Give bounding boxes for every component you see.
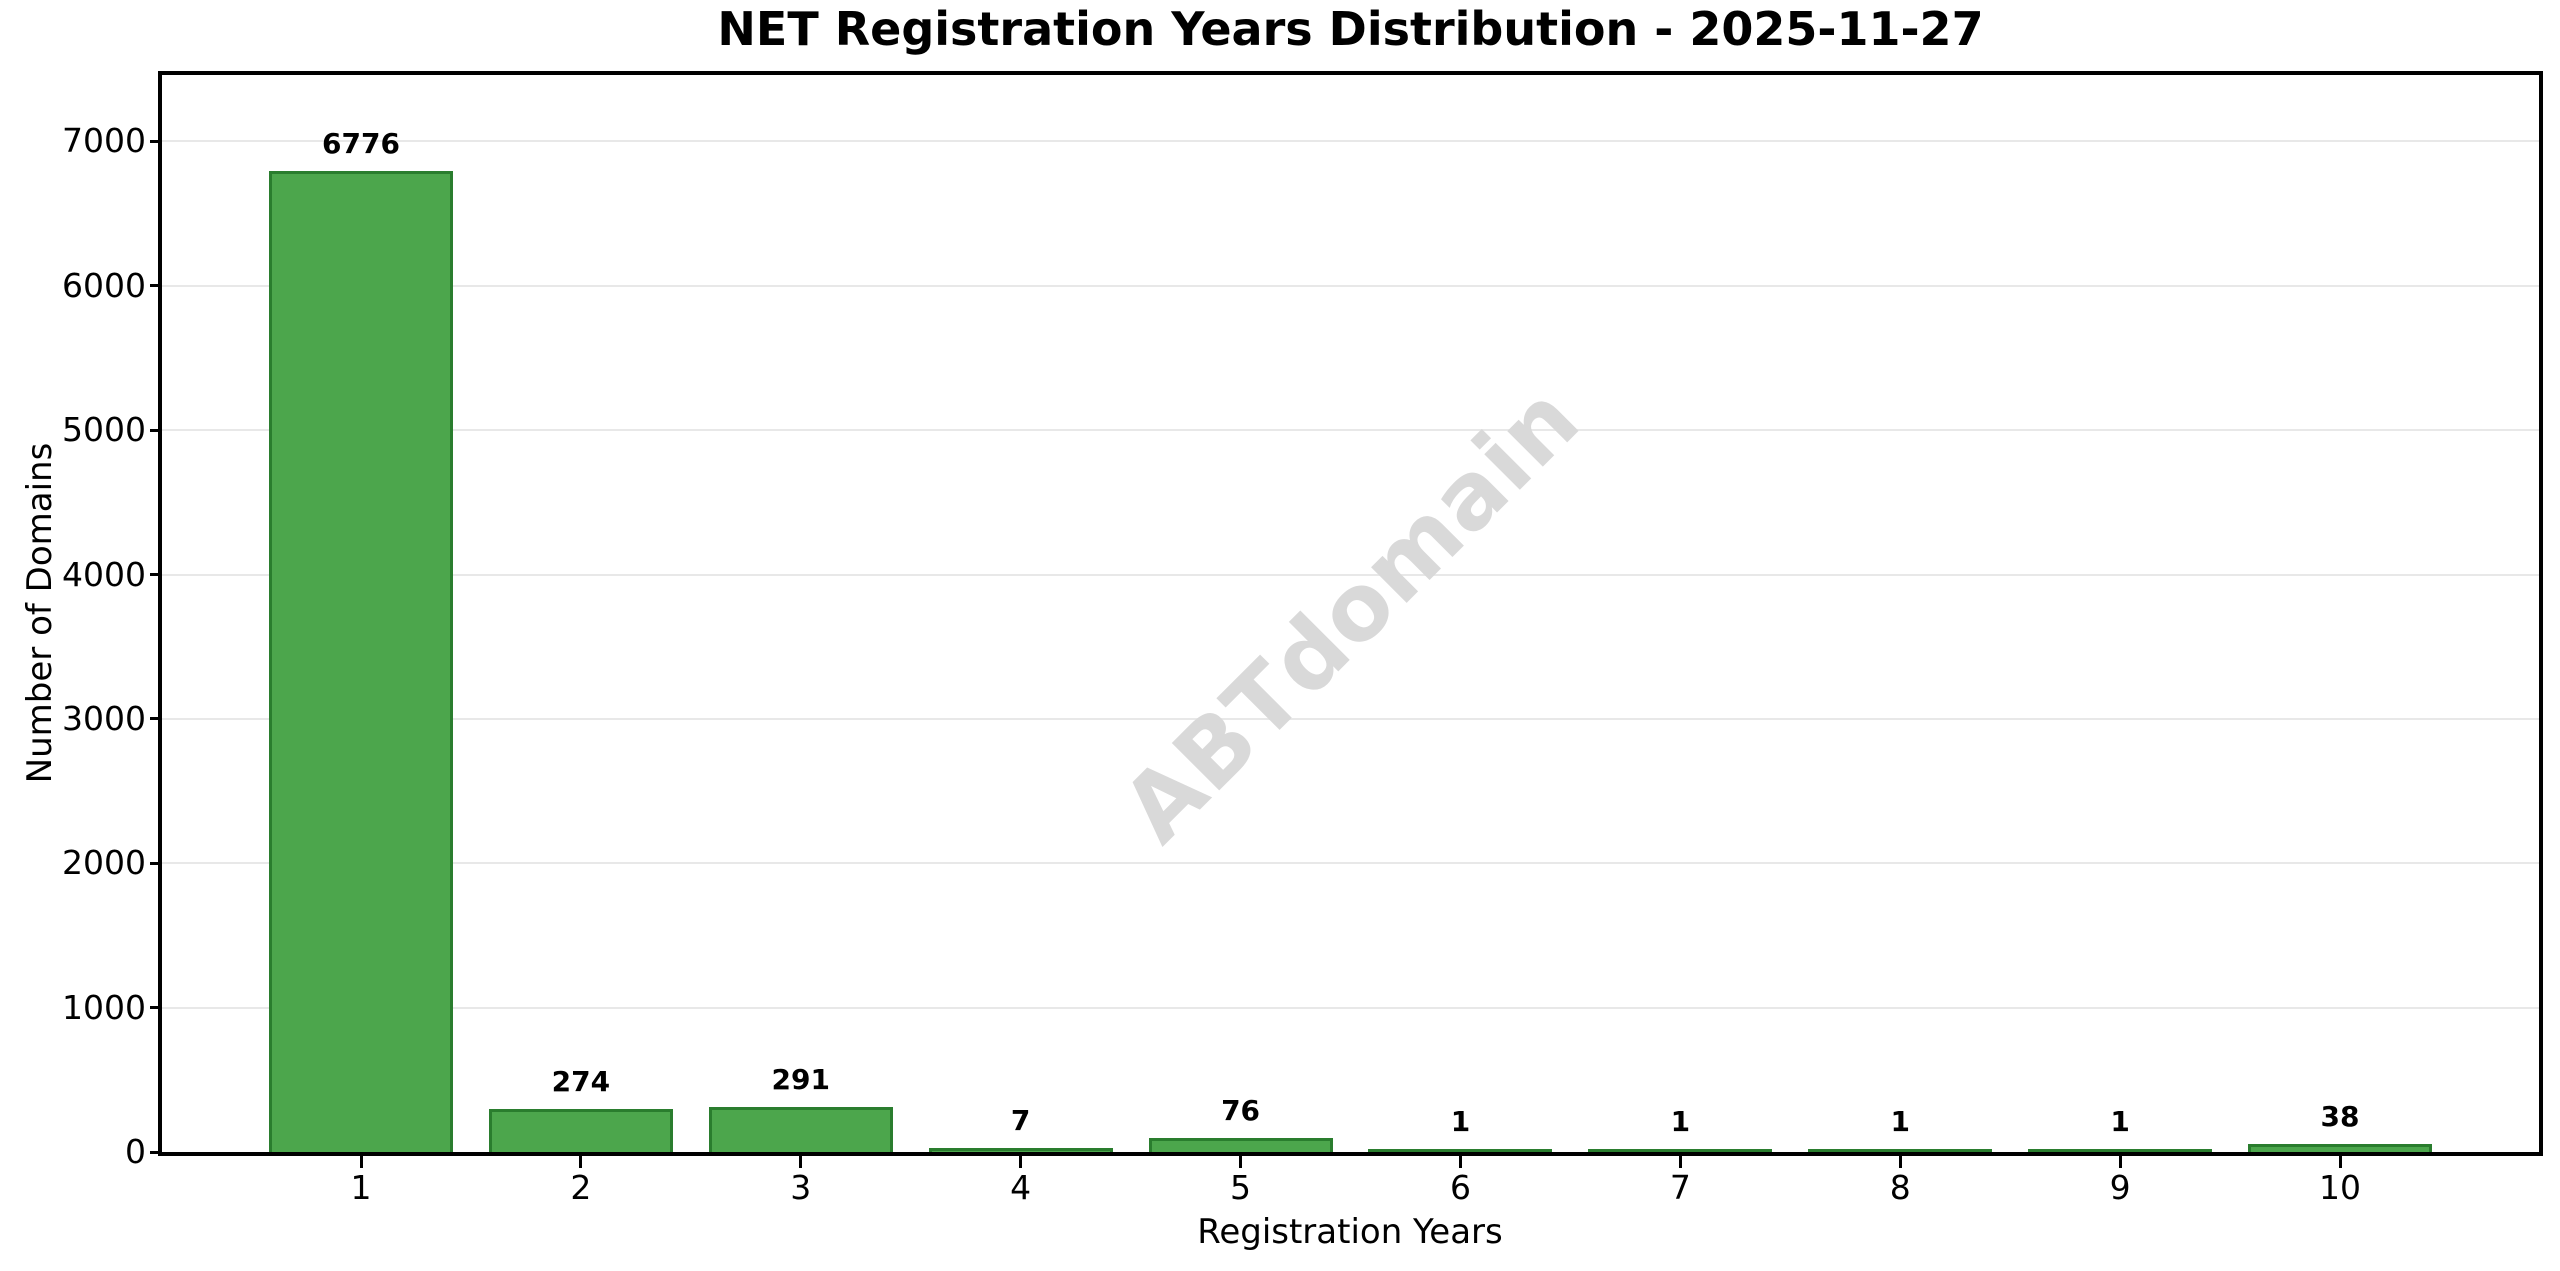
y-tick-label: 4000 <box>62 554 146 594</box>
x-tick-label: 6 <box>1449 1168 1471 1207</box>
y-tick-label: 3000 <box>62 698 146 738</box>
y-tick-label: 2000 <box>62 843 146 883</box>
bar-value-label: 7 <box>1010 1104 1031 1137</box>
x-tick-mark <box>359 1156 363 1168</box>
bar-year-8 <box>1808 1149 1993 1152</box>
bar-year-7 <box>1588 1149 1773 1152</box>
y-tick-mark <box>150 573 162 577</box>
y-tick-mark <box>150 284 162 288</box>
x-tick-label: 2 <box>570 1168 592 1207</box>
x-tick-mark <box>799 1156 803 1168</box>
bar-value-label: 38 <box>2320 1100 2360 1133</box>
x-tick-label: 5 <box>1230 1168 1252 1207</box>
x-tick-label: 1 <box>350 1168 372 1207</box>
x-tick-mark <box>1019 1156 1023 1168</box>
x-tick-label: 8 <box>1889 1168 1911 1207</box>
y-tick-mark <box>150 1150 162 1154</box>
chart-title: NET Registration Years Distribution - 20… <box>717 2 1984 56</box>
x-tick-label: 3 <box>790 1168 812 1207</box>
bar-value-label: 1 <box>1670 1105 1691 1138</box>
y-tick-label: 6000 <box>62 265 146 305</box>
bar-year-4 <box>928 1148 1113 1152</box>
bar-value-label: 76 <box>1221 1094 1261 1127</box>
bar-year-6 <box>1368 1149 1553 1152</box>
x-tick-label: 7 <box>1669 1168 1691 1207</box>
x-tick-label: 9 <box>2109 1168 2131 1207</box>
x-tick-mark <box>2338 1156 2342 1168</box>
x-tick-mark <box>1678 1156 1682 1168</box>
y-gridline <box>162 862 2539 865</box>
y-gridline <box>162 140 2539 143</box>
x-tick-mark <box>1239 1156 1243 1168</box>
x-tick-mark <box>1898 1156 1902 1168</box>
y-tick-mark <box>150 717 162 721</box>
plot-area: ABTdomain 6776 274 291 7 76 1 1 1 1 38 <box>158 71 2543 1156</box>
bar-year-1 <box>269 171 453 1152</box>
y-gridline <box>162 573 2539 576</box>
x-tick-mark <box>579 1156 583 1168</box>
bar-year-3 <box>708 1107 893 1152</box>
x-tick-mark <box>1458 1156 1462 1168</box>
bar-year-10 <box>2248 1144 2432 1152</box>
watermark-text: ABTdomain <box>1101 364 1600 863</box>
y-tick-label: 5000 <box>62 410 146 450</box>
x-tick-mark <box>2118 1156 2122 1168</box>
x-tick-label: 10 <box>2319 1168 2361 1207</box>
y-tick-mark <box>150 139 162 143</box>
y-gridline <box>162 717 2539 720</box>
y-tick-mark <box>150 428 162 432</box>
y-tick-label: 7000 <box>62 121 146 161</box>
bar-value-label: 6776 <box>322 127 400 160</box>
bar-value-label: 1 <box>1450 1105 1471 1138</box>
y-gridline <box>162 1006 2539 1009</box>
x-axis-title: Registration Years <box>1197 1212 1503 1252</box>
y-tick-mark <box>150 861 162 865</box>
y-tick-mark <box>150 1006 162 1010</box>
bar-year-9 <box>2028 1149 2213 1152</box>
bar-year-5 <box>1148 1138 1333 1152</box>
bar-value-label: 1 <box>2110 1105 2130 1138</box>
y-gridline <box>162 429 2539 432</box>
bar-value-label: 291 <box>771 1063 830 1096</box>
bar-year-2 <box>488 1109 673 1152</box>
bar-value-label: 274 <box>551 1065 611 1098</box>
bar-value-label: 1 <box>1890 1105 1910 1138</box>
x-tick-label: 4 <box>1010 1168 1032 1207</box>
y-gridline <box>162 284 2539 287</box>
y-tick-label: 0 <box>125 1132 146 1171</box>
y-tick-label: 1000 <box>62 987 146 1027</box>
